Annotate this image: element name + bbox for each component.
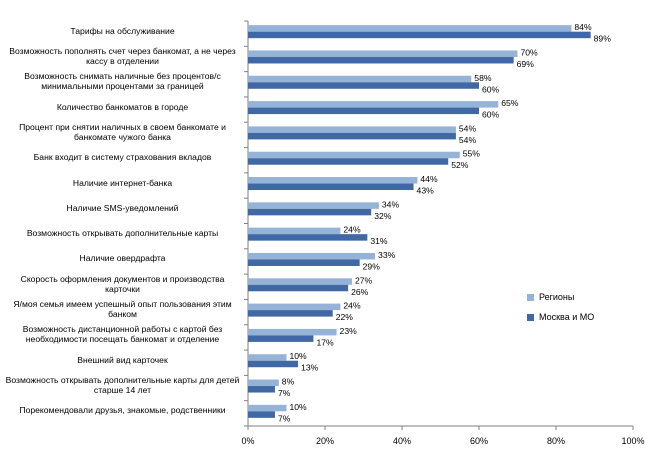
category-label: Наличие овердрафта <box>79 253 166 264</box>
value-label-moscow: 26% <box>351 287 369 297</box>
value-label-regions: 24% <box>343 225 361 235</box>
legend-label-moscow: Москва и МО <box>539 312 595 322</box>
value-label-regions: 33% <box>378 250 396 260</box>
value-label-moscow: 29% <box>363 261 381 271</box>
value-label-regions: 10% <box>290 351 308 361</box>
bar-moscow <box>248 360 299 368</box>
value-label-regions: 34% <box>382 199 400 209</box>
bar-moscow <box>248 386 275 393</box>
category-label: Возможность пополнять счет через банкома… <box>9 45 236 66</box>
value-label-moscow: 7% <box>278 388 291 398</box>
bar-moscow <box>248 107 479 115</box>
legend-label-regions: Регионы <box>539 292 575 302</box>
category-label: Порекомендовали друзья, знакомые, родств… <box>19 405 226 416</box>
value-label-moscow: 60% <box>482 110 500 120</box>
bar-moscow <box>248 56 514 64</box>
bar-moscow <box>248 132 456 140</box>
value-label-regions: 55% <box>463 149 481 159</box>
bar-moscow <box>248 31 591 39</box>
bar-regions <box>248 75 472 83</box>
category-label: Возможность снимать наличные без процент… <box>24 71 221 92</box>
bar-moscow <box>248 234 368 241</box>
x-tick-label: 80% <box>547 436 565 446</box>
value-label-moscow: 69% <box>517 59 535 69</box>
category-label: Наличие SMS-уведомлений <box>66 202 179 213</box>
value-label-moscow: 17% <box>316 337 334 347</box>
x-tick-label: 60% <box>470 436 488 446</box>
category-label: Внешний вид карточек <box>77 354 168 365</box>
value-label-moscow: 54% <box>459 135 477 145</box>
value-label-moscow: 89% <box>594 34 612 44</box>
value-label-moscow: 32% <box>374 211 392 221</box>
value-label-regions: 70% <box>521 47 539 57</box>
category-label: Я/моя семья имеем успешный опыт пользова… <box>13 299 232 320</box>
bar-regions <box>248 404 287 412</box>
value-label-moscow: 43% <box>417 186 435 196</box>
bar-regions <box>248 354 287 361</box>
bar-regions <box>248 126 456 133</box>
value-label-moscow: 7% <box>278 413 291 423</box>
bar-moscow <box>248 82 479 89</box>
bar-moscow <box>248 310 333 317</box>
category-label: Наличие интернет-банка <box>72 177 173 188</box>
x-tick-label: 0% <box>241 436 254 446</box>
value-label-moscow: 52% <box>451 160 469 170</box>
value-label-regions: 8% <box>282 377 295 387</box>
value-label-regions: 44% <box>420 174 438 184</box>
value-label-regions: 54% <box>459 123 477 133</box>
category-label: Тарифы на обслуживание <box>70 25 175 36</box>
bar-moscow <box>248 158 449 165</box>
bar-regions <box>248 151 460 159</box>
category-label: Скорость оформления документов и произво… <box>20 273 225 294</box>
value-label-regions: 84% <box>574 22 592 32</box>
bar-regions <box>248 25 572 32</box>
bar-regions <box>248 50 518 57</box>
bar-regions <box>248 252 376 260</box>
legend-swatch-moscow <box>527 313 534 321</box>
bar-moscow <box>248 411 275 418</box>
value-label-regions: 27% <box>355 275 373 285</box>
category-label: Возможность открывать дополнительные кар… <box>26 228 219 239</box>
x-tick-label: 100% <box>621 436 644 446</box>
bar-moscow <box>248 183 414 191</box>
bar-regions <box>248 328 337 336</box>
value-label-moscow: 13% <box>301 363 319 373</box>
category-label: Банк входит в систему страхования вкладо… <box>33 152 212 163</box>
category-label: Количество банкоматов в городе <box>56 101 189 112</box>
legend-item-regions: Регионы <box>527 287 594 307</box>
bar-moscow <box>248 259 360 266</box>
value-label-moscow: 60% <box>482 84 500 94</box>
bar-moscow <box>248 208 372 216</box>
value-label-regions: 24% <box>343 301 361 311</box>
category-label: Возможность дистанционной работы с карто… <box>22 324 223 345</box>
x-tick-label: 40% <box>393 436 411 446</box>
bar-regions <box>248 379 279 387</box>
value-label-regions: 23% <box>340 326 358 336</box>
bar-regions <box>248 278 352 285</box>
value-label-moscow: 22% <box>336 312 354 322</box>
bar-regions <box>248 303 341 311</box>
value-label-regions: 10% <box>290 402 308 412</box>
category-label: Процент при снятии наличных в своем банк… <box>19 121 226 142</box>
category-label: Возможность открывать дополнительные кар… <box>5 375 240 396</box>
value-label-moscow: 31% <box>370 236 388 246</box>
legend-item-moscow: Москва и МО <box>527 307 594 327</box>
bar-moscow <box>248 284 349 292</box>
bar-regions <box>248 101 499 108</box>
x-tick-label: 20% <box>316 436 334 446</box>
bar-moscow <box>248 335 314 342</box>
legend-swatch-regions <box>527 293 534 301</box>
legend: Регионы Москва и МО <box>527 287 594 327</box>
bar-regions <box>248 202 379 209</box>
value-label-regions: 65% <box>501 98 519 108</box>
bar-regions <box>248 227 341 235</box>
value-label-regions: 58% <box>474 73 492 83</box>
bar-regions <box>248 177 418 184</box>
